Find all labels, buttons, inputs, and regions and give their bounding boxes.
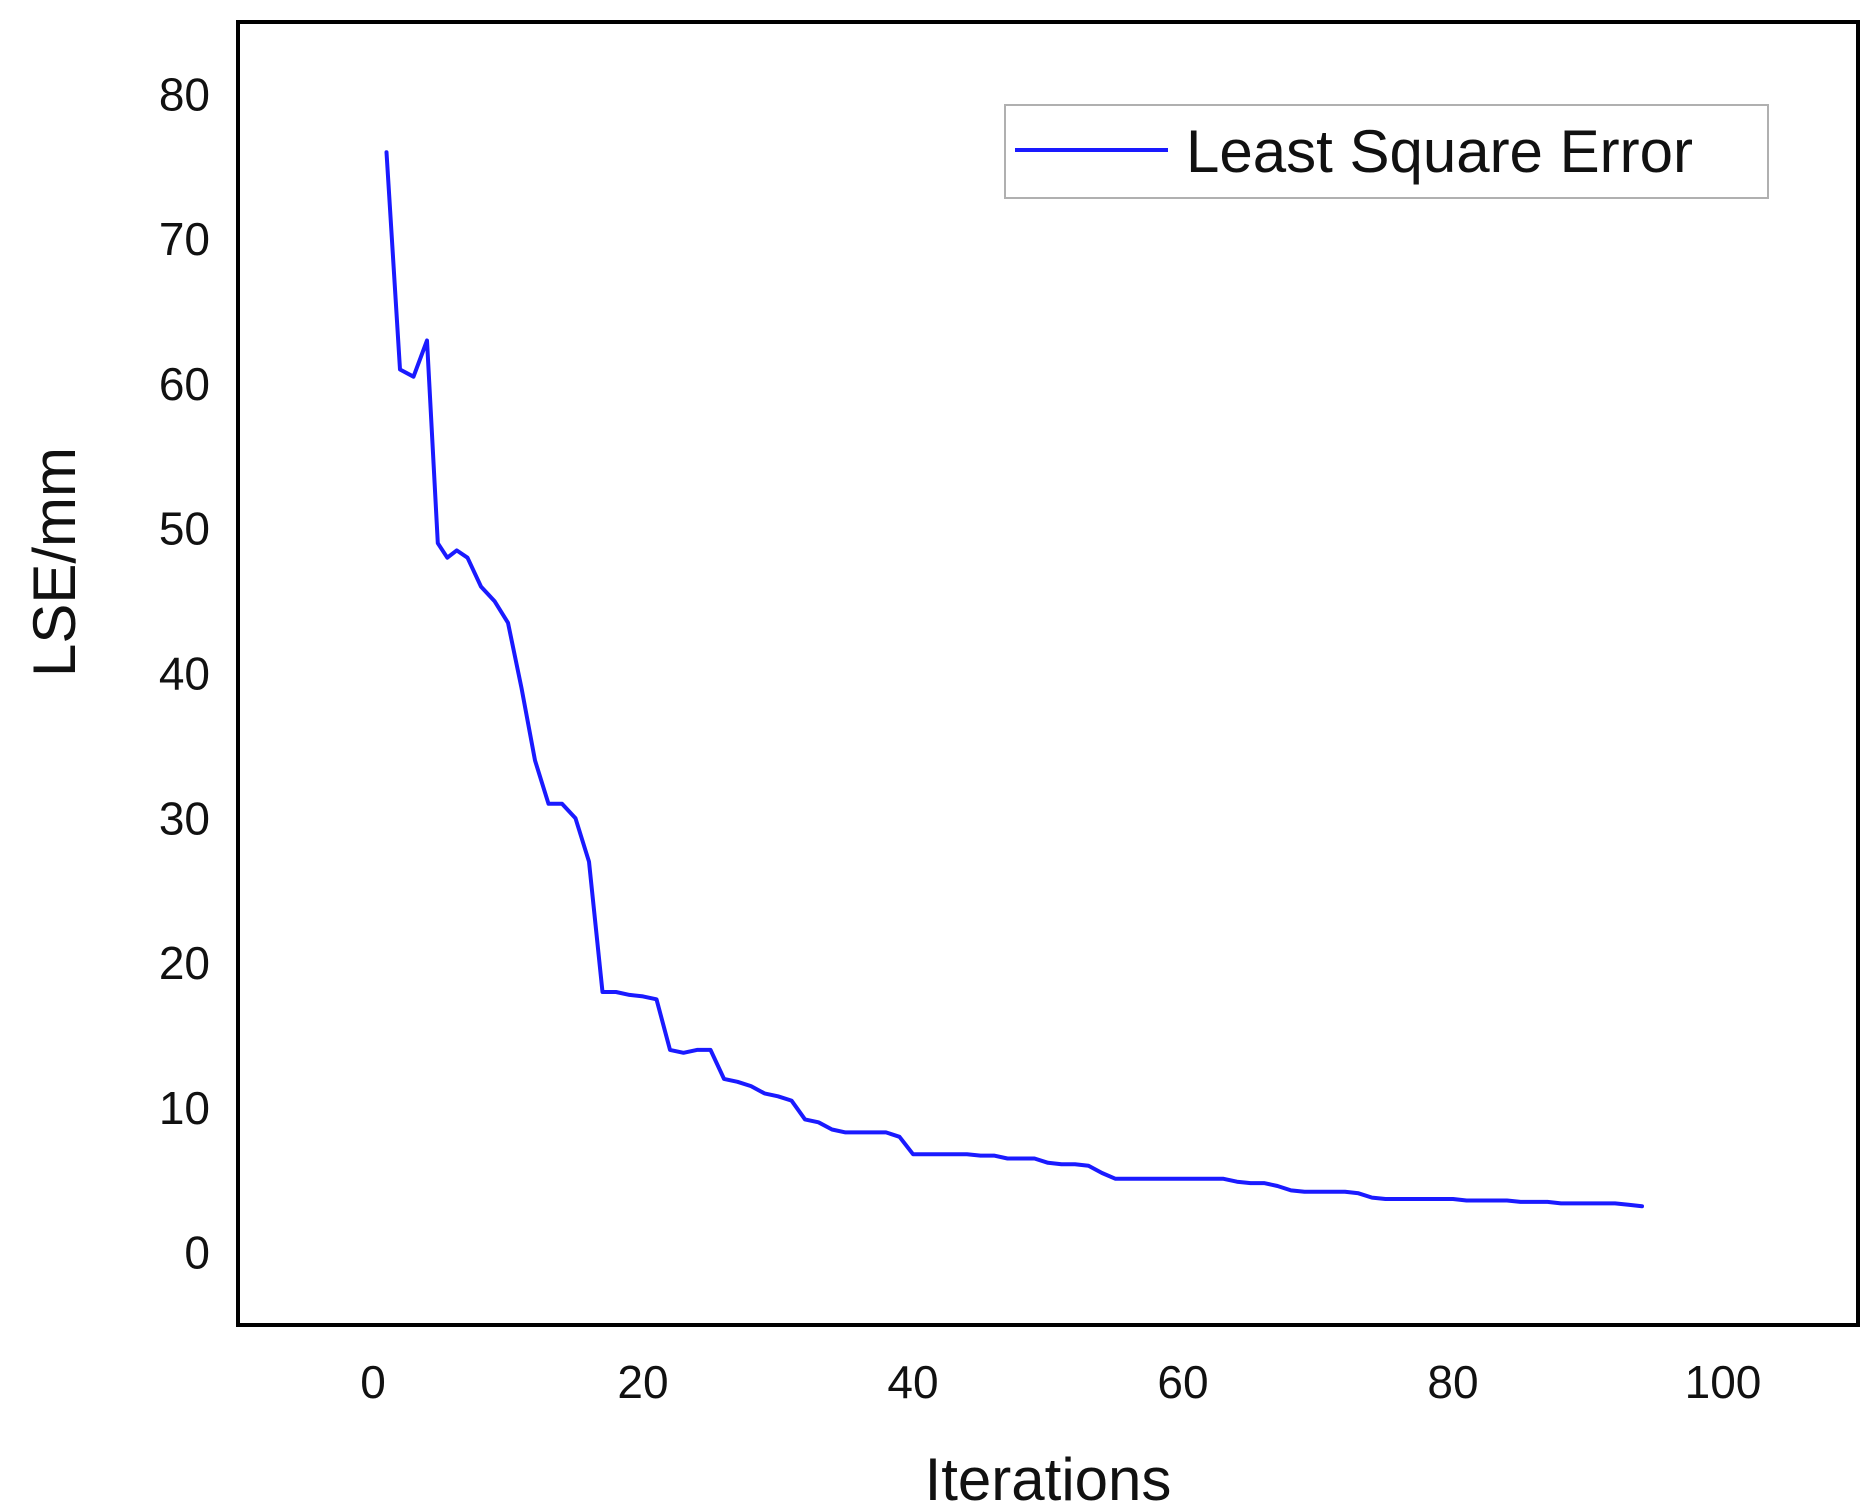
series-line-0 [384, 150, 1644, 1209]
y-tick-label: 50 [159, 503, 210, 555]
x-tick-label: 0 [360, 1356, 386, 1408]
y-tick-label: 0 [184, 1227, 210, 1279]
x-axis-title: Iterations [925, 1446, 1172, 1512]
legend-label: Least Square Error [1186, 118, 1693, 185]
y-tick-label: 80 [159, 68, 210, 120]
y-axis-title: LSE/mm [21, 447, 88, 677]
y-tick-label: 10 [159, 1082, 210, 1134]
y-tick-label: 60 [159, 358, 210, 410]
y-tick-label: 30 [159, 792, 210, 844]
y-tick-label: 20 [159, 937, 210, 989]
plot-area [236, 20, 1860, 1327]
x-tick-label: 20 [617, 1356, 668, 1408]
x-tick-label: 60 [1157, 1356, 1208, 1408]
x-tick-label: 40 [887, 1356, 938, 1408]
x-tick-label: 80 [1427, 1356, 1478, 1408]
y-tick-label: 70 [159, 213, 210, 265]
axis-ticks: 0 20 40 60 80 100 0 10 20 30 40 50 60 70 80 [159, 68, 1762, 1408]
x-tick-label: 100 [1685, 1356, 1762, 1408]
y-tick-label: 40 [159, 648, 210, 700]
plot-frame [236, 20, 1860, 1327]
legend: Least Square Error [1004, 104, 1769, 199]
